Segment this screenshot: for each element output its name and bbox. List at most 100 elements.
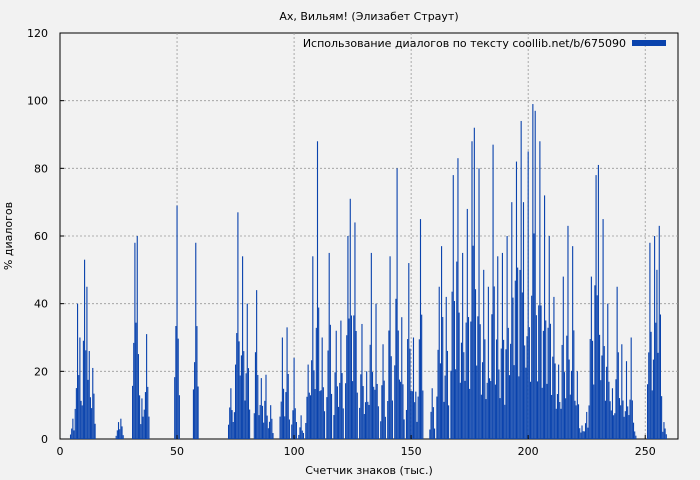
data-bar	[517, 267, 519, 439]
data-bar	[430, 411, 432, 439]
data-bar	[471, 141, 473, 439]
data-bar	[346, 335, 348, 439]
data-bar	[556, 394, 558, 439]
data-bar	[147, 386, 149, 439]
data-bar	[439, 363, 441, 439]
data-bar	[240, 355, 242, 439]
data-bar	[93, 393, 95, 439]
data-bar	[75, 388, 77, 439]
data-bar	[600, 380, 602, 439]
data-bar	[295, 422, 297, 439]
data-bar	[462, 252, 464, 439]
data-bar	[473, 127, 475, 439]
data-bar	[88, 351, 90, 439]
data-bar	[655, 322, 657, 439]
data-bar	[583, 431, 585, 439]
data-bar	[115, 435, 117, 439]
data-bar	[480, 394, 482, 439]
data-bar	[479, 324, 481, 439]
data-bar	[544, 195, 546, 439]
data-bar	[467, 317, 470, 439]
data-bar	[458, 312, 460, 439]
data-bar	[235, 364, 237, 439]
data-bar	[239, 375, 241, 439]
data-bar	[197, 386, 199, 439]
data-bar	[441, 246, 443, 439]
data-bar	[630, 337, 632, 439]
data-bar	[233, 412, 235, 439]
data-bar	[363, 414, 365, 439]
data-bar	[658, 225, 660, 439]
data-bar	[416, 421, 418, 439]
data-bar	[318, 307, 320, 439]
data-bar	[323, 411, 326, 439]
data-bar	[663, 422, 665, 439]
data-bar	[506, 236, 508, 439]
data-bar	[92, 367, 94, 439]
data-bar	[575, 405, 577, 439]
data-bar	[534, 110, 536, 440]
data-bar	[359, 407, 361, 439]
data-bar	[133, 342, 135, 439]
data-bar	[561, 344, 563, 439]
data-bar	[375, 303, 377, 439]
data-bar	[377, 406, 379, 439]
data-bar	[489, 378, 491, 439]
data-bar	[507, 327, 509, 439]
data-bar	[94, 423, 96, 439]
data-bar	[602, 219, 604, 439]
data-bar	[395, 298, 397, 439]
legend-label: Использование диалогов по тексту coollib…	[303, 37, 626, 50]
data-bar	[270, 405, 272, 439]
data-bar	[117, 422, 120, 439]
y-tick-label: 100	[27, 95, 48, 108]
data-bar	[499, 398, 501, 439]
data-bar	[542, 330, 544, 439]
data-bar	[532, 104, 534, 440]
data-bar	[484, 339, 486, 439]
x-tick-label: 50	[170, 445, 184, 458]
data-bar	[522, 202, 525, 439]
data-bar	[478, 168, 480, 440]
data-bar	[342, 408, 344, 439]
data-bar	[119, 429, 121, 439]
data-bar	[353, 315, 355, 439]
data-bar	[321, 337, 323, 439]
data-bar	[596, 295, 598, 439]
data-bar	[301, 430, 303, 439]
data-bar	[483, 269, 485, 439]
data-bar	[334, 372, 336, 439]
data-bar	[267, 428, 269, 439]
data-bar	[143, 409, 145, 439]
data-bar	[347, 236, 349, 439]
data-bar	[485, 399, 487, 439]
data-bar	[258, 415, 260, 439]
grid-lines	[60, 33, 678, 439]
data-bar	[494, 384, 496, 439]
data-bar	[279, 416, 281, 439]
data-bar	[122, 435, 124, 439]
data-bar	[361, 323, 363, 439]
data-bar	[305, 422, 307, 439]
data-bar	[432, 407, 434, 439]
data-bar	[387, 401, 389, 439]
data-bar	[497, 256, 499, 439]
data-bar	[572, 246, 574, 439]
data-bar	[397, 330, 399, 439]
data-bar	[659, 314, 661, 439]
data-bar	[412, 337, 415, 439]
data-bar	[632, 422, 635, 439]
data-bar	[326, 397, 328, 439]
data-bar	[599, 334, 601, 439]
data-bar	[382, 344, 384, 439]
data-bar	[383, 380, 385, 439]
y-tick-label: 60	[34, 230, 48, 243]
y-tick-label: 0	[41, 433, 48, 446]
data-bar	[369, 344, 371, 439]
data-bar	[573, 330, 575, 439]
data-bar	[283, 388, 285, 439]
data-bar	[391, 400, 393, 439]
data-bar	[647, 384, 649, 439]
data-bar	[610, 410, 612, 439]
data-bar	[134, 242, 136, 439]
